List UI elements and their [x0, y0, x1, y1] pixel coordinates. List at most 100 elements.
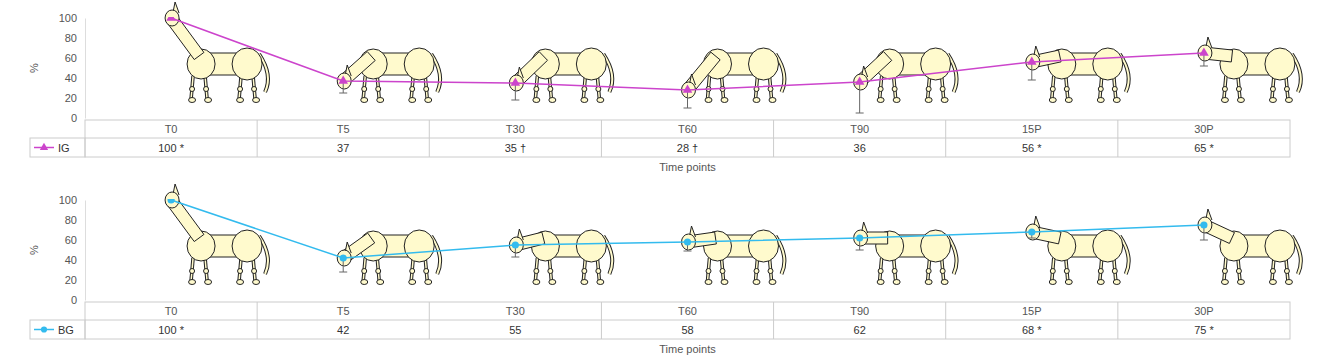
- y-axis: 020406080100: [59, 12, 86, 124]
- horse-rear: [749, 230, 779, 262]
- data-label: 65 *: [1194, 142, 1214, 154]
- horse-illustration: [854, 48, 957, 103]
- horse-hoof: [1221, 98, 1228, 103]
- horse-joint: [548, 87, 553, 92]
- horse-joint: [1112, 87, 1117, 92]
- horse-joint: [892, 87, 897, 92]
- y-tick: 60: [65, 52, 85, 64]
- table-col-line: [773, 302, 774, 339]
- y-tick-label: 100: [59, 194, 77, 206]
- horse-joint: [596, 269, 601, 274]
- horse-joint: [940, 269, 945, 274]
- horse-joint: [1050, 87, 1055, 92]
- horse-illustration: [1198, 209, 1301, 285]
- table-col-line: [601, 120, 602, 157]
- horse-hoof: [409, 98, 416, 103]
- table-col-line: [1117, 120, 1118, 157]
- horse-joint: [940, 87, 945, 92]
- x-tick-label: T30: [506, 305, 525, 317]
- horse-joint: [424, 269, 429, 274]
- horse-rear: [232, 48, 262, 80]
- horse-joint: [878, 87, 883, 92]
- horse-layer: [165, 184, 1301, 285]
- horse-hoof: [1097, 98, 1104, 103]
- data-label: 56 *: [1022, 142, 1042, 154]
- data-label: 62: [854, 324, 866, 336]
- error-cap: [856, 113, 864, 114]
- series-line: [171, 200, 1204, 258]
- y-tick-label: 40: [65, 72, 77, 84]
- horse-hoof: [705, 280, 712, 285]
- horse-neck: [340, 233, 375, 263]
- horse-joint: [596, 87, 601, 92]
- horse-illustration: [1026, 46, 1129, 103]
- horse-hoof: [549, 280, 556, 285]
- y-tick-label: 60: [65, 234, 77, 246]
- horse-hoof: [769, 98, 776, 103]
- y-tick-label: 60: [65, 52, 77, 64]
- horse-hoof: [425, 280, 432, 285]
- legend-label: BG: [58, 324, 74, 336]
- data-table: T0T5T30T60T9015P30P100 *3735 †28 †3656 *…: [30, 120, 1290, 157]
- data-label: 100 *: [158, 324, 184, 336]
- horse-layer: [165, 2, 1301, 103]
- horse-joint: [1236, 87, 1241, 92]
- horse-rear: [1265, 48, 1295, 80]
- table-frame: [85, 120, 1290, 157]
- legend-cell: [30, 138, 85, 157]
- y-tick-label: 80: [65, 214, 77, 226]
- x-tick-label: 15P: [1022, 305, 1042, 317]
- horse-joint: [1222, 269, 1227, 274]
- horse-hoof: [425, 98, 432, 103]
- horse-illustration: [854, 222, 957, 285]
- horse-joint: [926, 269, 931, 274]
- horse-hoof: [533, 98, 540, 103]
- horse-joint: [878, 269, 883, 274]
- y-axis-title: %: [28, 245, 40, 255]
- horse-illustration: [682, 48, 785, 103]
- error-cap: [1200, 240, 1208, 241]
- y-tick: 60: [65, 234, 85, 246]
- legend-marker: [40, 143, 48, 150]
- horse-joint: [204, 87, 209, 92]
- x-tick-label: 15P: [1022, 123, 1042, 135]
- horse-joint: [582, 269, 587, 274]
- horse-joint: [238, 269, 243, 274]
- horse-illustration: [1026, 216, 1129, 285]
- x-tick-label: T0: [165, 123, 178, 135]
- horse-illustration: [165, 184, 268, 285]
- table-col-line: [429, 302, 430, 339]
- horse-hoof: [705, 98, 712, 103]
- horse-joint: [424, 87, 429, 92]
- horse-hoof: [1237, 280, 1244, 285]
- data-label: 36: [854, 142, 866, 154]
- x-tick-label: T5: [337, 305, 350, 317]
- horse-hoof: [597, 280, 604, 285]
- y-axis-line: [85, 201, 86, 301]
- horse-joint: [1098, 269, 1103, 274]
- y-tick: 20: [65, 274, 85, 286]
- series-marker: [1027, 56, 1037, 64]
- horse-joint: [534, 269, 539, 274]
- horse-hoof: [205, 280, 212, 285]
- series-marker: [683, 84, 693, 92]
- x-tick-label: T0: [165, 305, 178, 317]
- x-tick-label: T60: [678, 123, 697, 135]
- horse-hoof: [1237, 98, 1244, 103]
- x-tick-label: 30P: [1194, 305, 1214, 317]
- horse-hoof: [877, 280, 884, 285]
- horse-hoof: [1049, 280, 1056, 285]
- series-marker: [1200, 221, 1207, 228]
- horse-rear: [576, 230, 606, 262]
- series-marker: [168, 199, 175, 204]
- series-marker: [855, 76, 865, 84]
- data-label: 58: [681, 324, 693, 336]
- y-tick: 100: [59, 12, 85, 24]
- y-tick-label: 0: [71, 294, 77, 306]
- horse-joint: [706, 269, 711, 274]
- horse-hoof: [377, 98, 384, 103]
- horse-rear: [1265, 230, 1295, 262]
- horse-joint: [1284, 87, 1289, 92]
- horse-joint: [362, 87, 367, 92]
- horse-hoof: [189, 280, 196, 285]
